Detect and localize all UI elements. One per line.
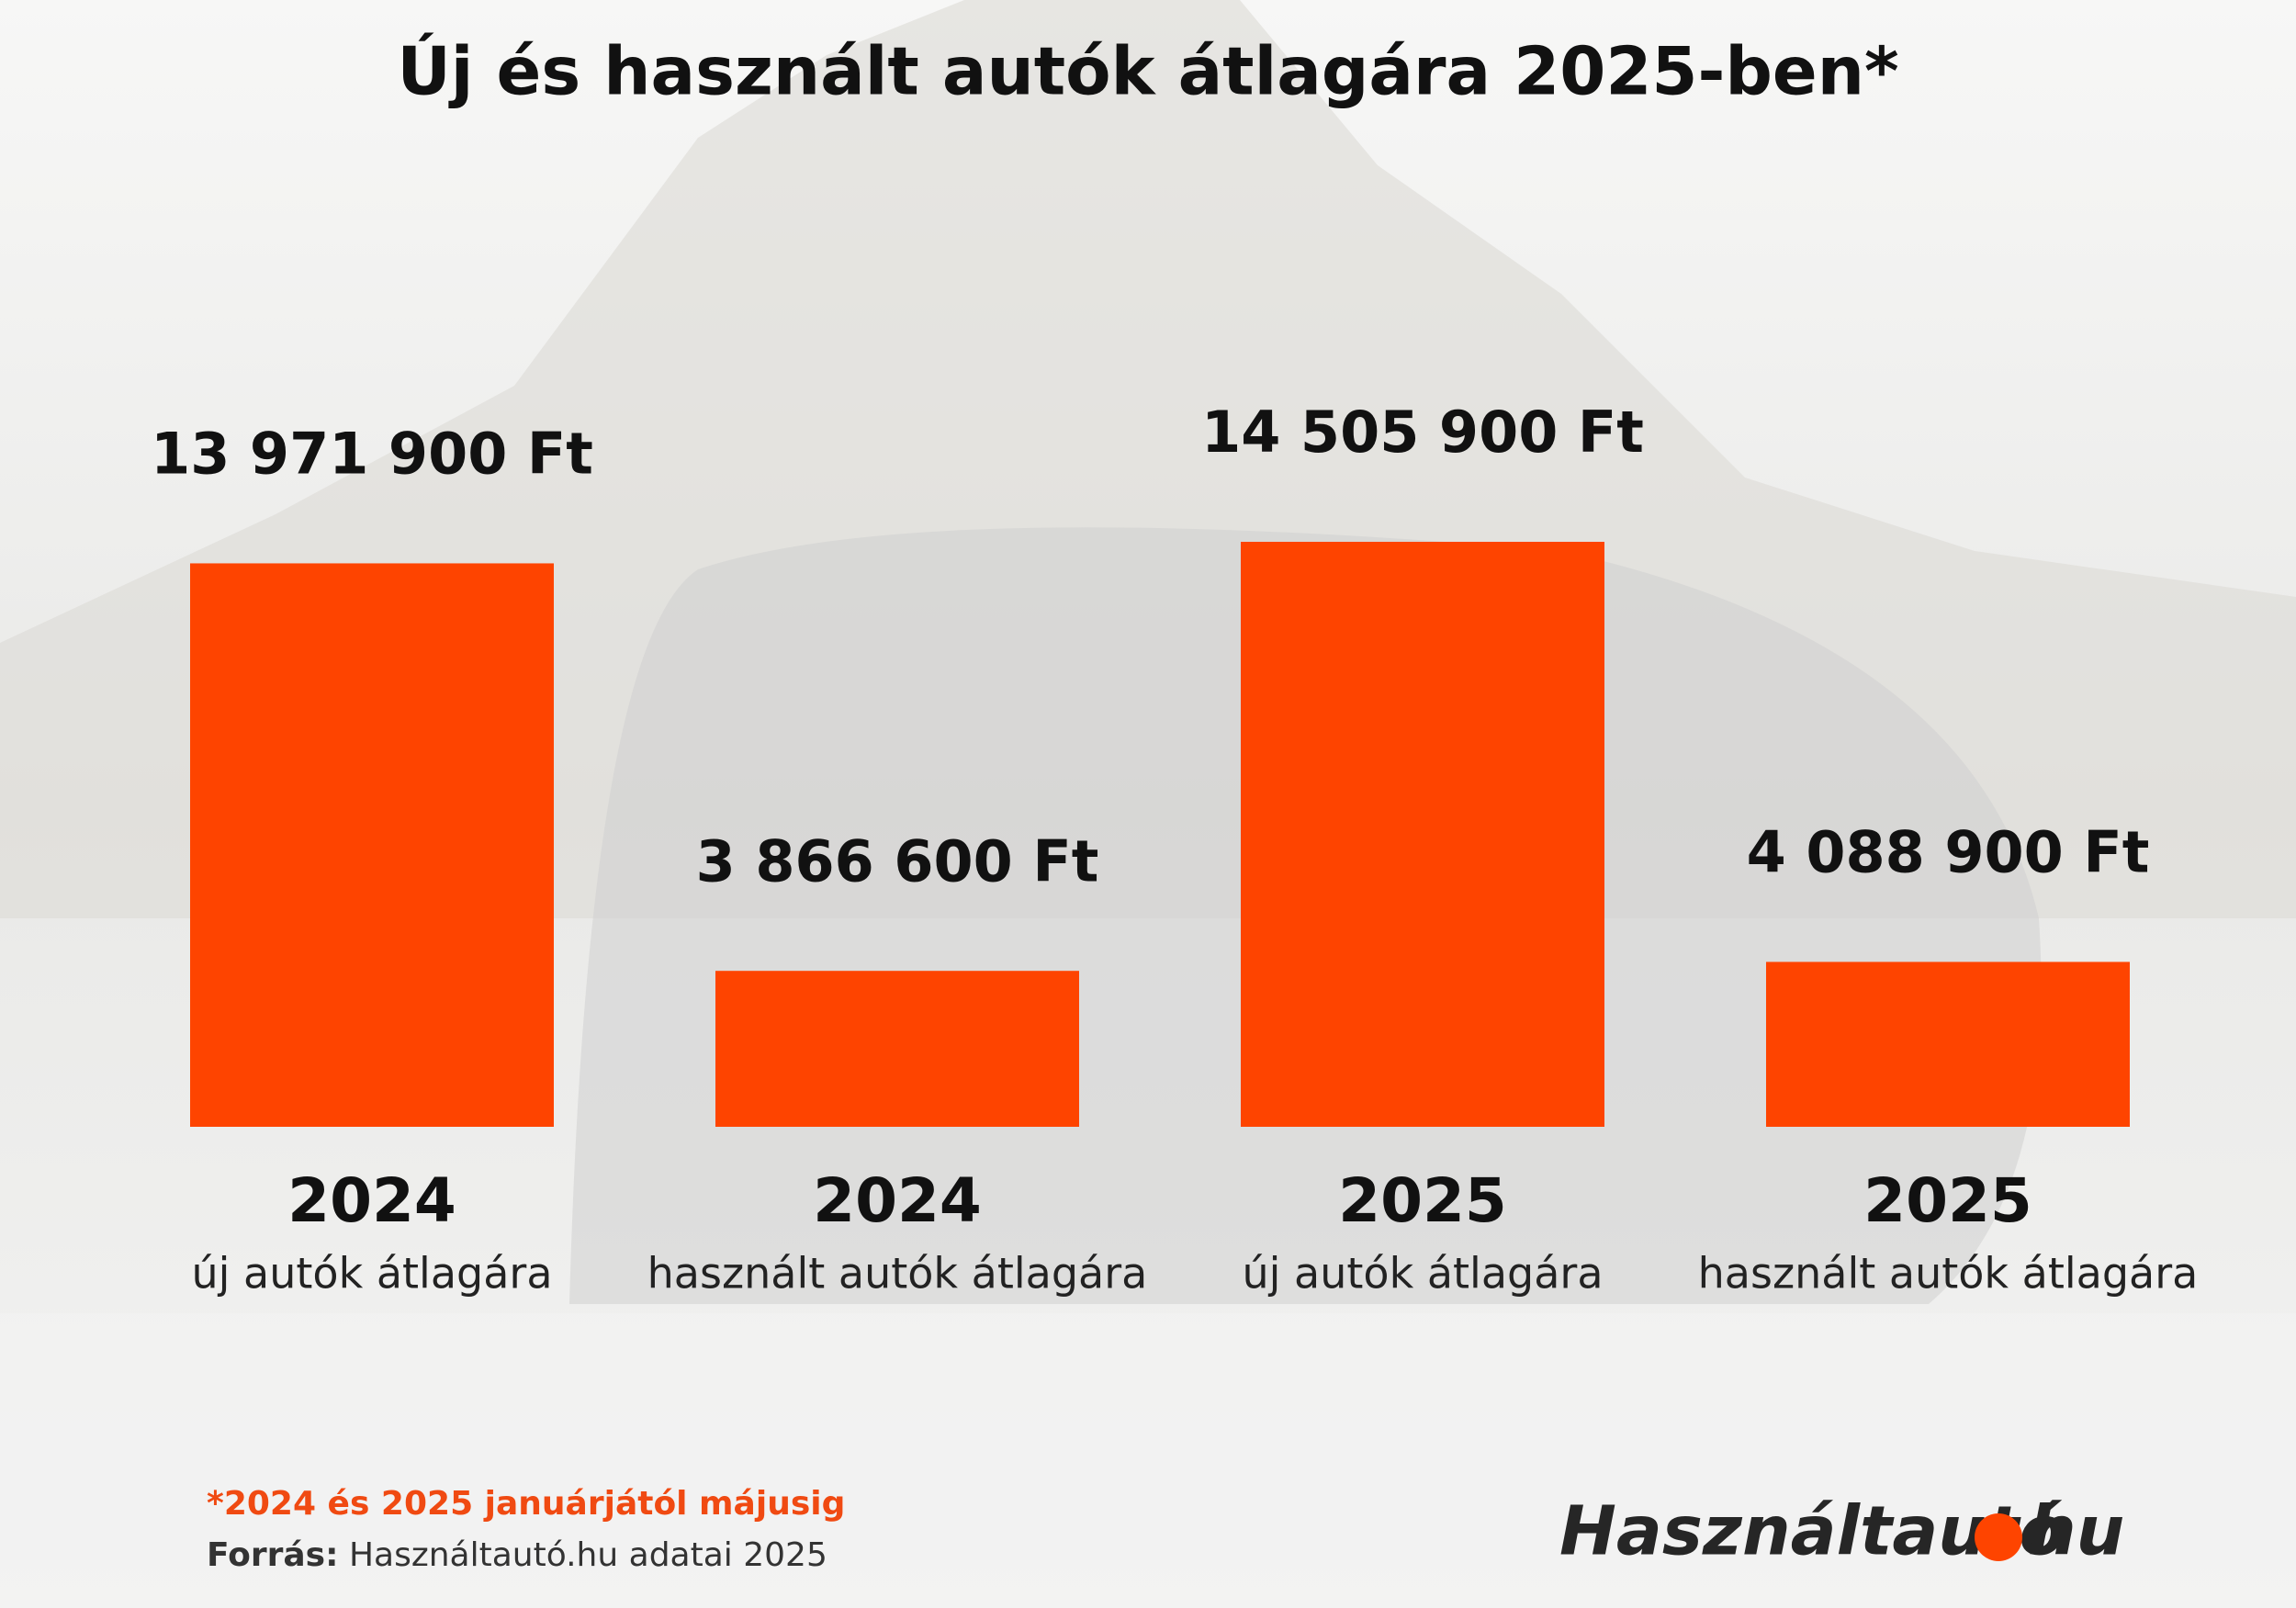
x-tick-sublabel: új autók átlagára (191, 1249, 552, 1299)
value-label: 14 505 900 Ft (1201, 399, 1644, 466)
source-label: Forrás: (207, 1536, 339, 1574)
source: Forrás: Használtautó.hu adatai 2025 (207, 1536, 827, 1574)
x-tick-label: 2025 (1338, 1165, 1507, 1236)
bar (715, 971, 1079, 1127)
value-label: 13 971 900 Ft (151, 421, 593, 488)
bar (1241, 542, 1604, 1127)
x-tick-label: 2024 (287, 1165, 456, 1236)
x-tick-sublabel: új autók átlagára (1242, 1249, 1603, 1299)
bar (190, 563, 554, 1127)
x-tick-label: 2024 (813, 1165, 982, 1236)
chart-title: Új és használt autók átlagára 2025-ben* (397, 33, 1898, 110)
x-tick-sublabel: használt autók átlagára (1698, 1249, 2199, 1299)
x-tick-sublabel: használt autók átlagára (647, 1249, 1148, 1299)
logo-text: hu (2028, 1492, 2124, 1571)
x-tick-label: 2025 (1863, 1165, 2032, 1236)
road (0, 1313, 2296, 1608)
value-label: 4 088 900 Ft (1747, 819, 2150, 886)
bar (1766, 961, 2130, 1127)
logo-dot (1975, 1513, 2022, 1561)
footnote: *2024 és 2025 januárjától májusig (207, 1485, 845, 1523)
value-label: 3 866 600 Ft (696, 827, 1099, 894)
source-text: Használtautó.hu adatai 2025 (349, 1536, 827, 1574)
